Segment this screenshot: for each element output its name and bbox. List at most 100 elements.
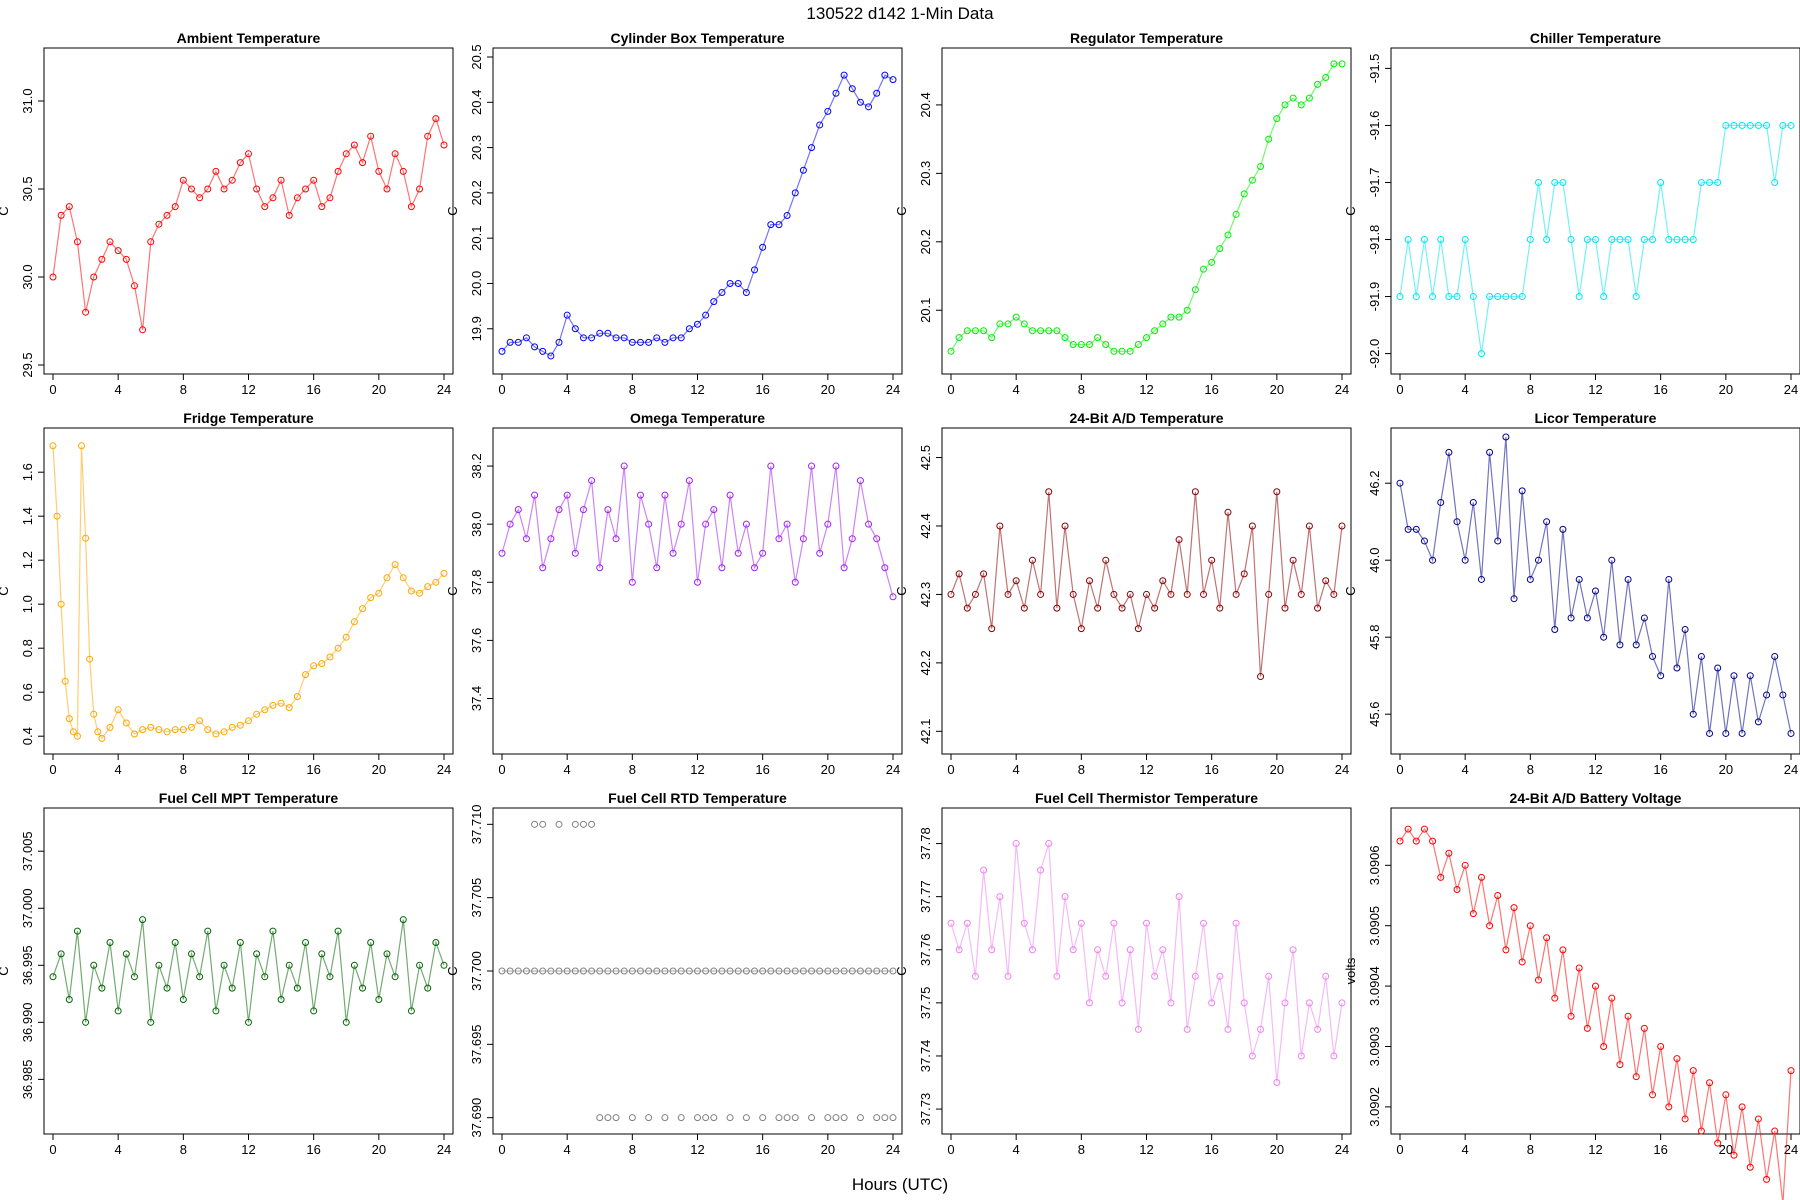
data-point	[1159, 320, 1167, 328]
x-tick-label: 20	[1270, 1142, 1284, 1157]
data-point	[1738, 1103, 1746, 1111]
data-point	[163, 211, 171, 219]
data-point	[171, 726, 179, 734]
data-point	[1787, 729, 1795, 737]
data-point	[824, 107, 832, 115]
data-point	[359, 984, 367, 992]
x-tick-label: 4	[115, 382, 122, 397]
data-point	[49, 273, 57, 281]
data-point	[1502, 433, 1510, 441]
data-point	[1297, 1052, 1305, 1060]
data-point	[808, 462, 816, 470]
data-point	[531, 491, 539, 499]
data-point	[1624, 575, 1632, 583]
data-point	[718, 967, 726, 975]
y-tick-label: -91.9	[1367, 282, 1382, 312]
data-point	[1281, 101, 1289, 109]
data-point	[685, 967, 693, 975]
data-point	[881, 967, 889, 975]
y-tick-label: 19.9	[469, 316, 484, 341]
data-point	[318, 950, 326, 958]
data-point	[1486, 448, 1494, 456]
data-point	[1534, 976, 1542, 984]
data-point	[1420, 825, 1428, 833]
data-point	[1445, 849, 1453, 857]
x-tick-label: 24	[886, 762, 900, 777]
data-point	[889, 593, 897, 601]
y-tick-label: 31.0	[20, 88, 35, 113]
data-point	[1175, 536, 1183, 544]
data-point	[1028, 946, 1036, 954]
y-tick-label: 0.4	[20, 727, 35, 745]
data-point	[645, 1114, 653, 1122]
data-point	[1183, 306, 1191, 314]
data-point	[996, 893, 1004, 901]
data-point	[1265, 590, 1273, 598]
data-point	[832, 89, 840, 97]
data-point	[1592, 982, 1599, 990]
x-tick-label: 4	[1013, 1142, 1020, 1157]
data-point	[171, 203, 179, 211]
data-point	[122, 950, 130, 958]
data-point	[350, 961, 358, 969]
data-point	[1061, 334, 1069, 342]
y-tick-label: 37.4	[469, 686, 484, 711]
data-point	[1437, 236, 1445, 244]
data-point	[1754, 718, 1762, 726]
data-point	[82, 1018, 90, 1026]
data-point	[147, 238, 155, 246]
y-tick-label: 20.2	[918, 229, 933, 254]
data-point	[1208, 556, 1216, 564]
data-point	[82, 534, 90, 542]
data-point	[1069, 340, 1077, 348]
data-point	[620, 967, 628, 975]
data-point	[220, 961, 228, 969]
x-tick-label: 0	[49, 762, 56, 777]
data-point	[1730, 121, 1738, 129]
x-tick-label: 8	[1078, 1142, 1085, 1157]
data-point	[1396, 293, 1404, 301]
data-point	[661, 1114, 669, 1122]
data-point	[1240, 190, 1248, 198]
data-point	[1240, 570, 1248, 578]
data-point	[1722, 121, 1730, 129]
data-point	[147, 1018, 155, 1026]
data-point	[1216, 604, 1224, 612]
data-point	[106, 238, 114, 246]
data-point	[816, 967, 824, 975]
data-point	[155, 220, 163, 228]
data-point	[285, 211, 293, 219]
data-point	[212, 1007, 220, 1015]
series-trace	[52, 919, 445, 1023]
data-point	[57, 600, 65, 608]
y-tick-label: 20.5	[469, 44, 484, 69]
data-point	[506, 520, 514, 528]
data-point	[596, 329, 604, 337]
data-point	[596, 564, 604, 572]
data-point	[555, 820, 563, 828]
data-point	[1567, 1012, 1575, 1020]
y-tick-label: 46.2	[1367, 471, 1382, 496]
x-tick-label: 16	[755, 382, 769, 397]
data-point	[767, 462, 775, 470]
y-tick-label: 30.5	[20, 176, 35, 201]
data-point	[302, 938, 310, 946]
data-point	[187, 950, 195, 958]
data-point	[1673, 236, 1681, 244]
data-point	[342, 150, 350, 158]
data-point	[1510, 595, 1518, 603]
data-point	[873, 89, 881, 97]
data-point	[498, 347, 506, 355]
data-point	[547, 967, 555, 975]
series-trace	[501, 466, 894, 597]
x-tick-label: 20	[372, 382, 386, 397]
panel-grid: Ambient Temperature C 0 4 8 12 16 20 24 29.5 30.0 3…	[0, 30, 1800, 1200]
data-point	[1453, 885, 1461, 893]
chart-panel: Fuel Cell Thermistor Temperature C 0 4 8 12 16…	[894, 790, 1352, 1157]
y-axis-label: C	[894, 586, 909, 595]
data-point	[1102, 556, 1110, 564]
data-point	[73, 238, 81, 246]
x-tick-label: 8	[1527, 382, 1534, 397]
data-point	[571, 820, 579, 828]
data-point	[285, 704, 293, 712]
